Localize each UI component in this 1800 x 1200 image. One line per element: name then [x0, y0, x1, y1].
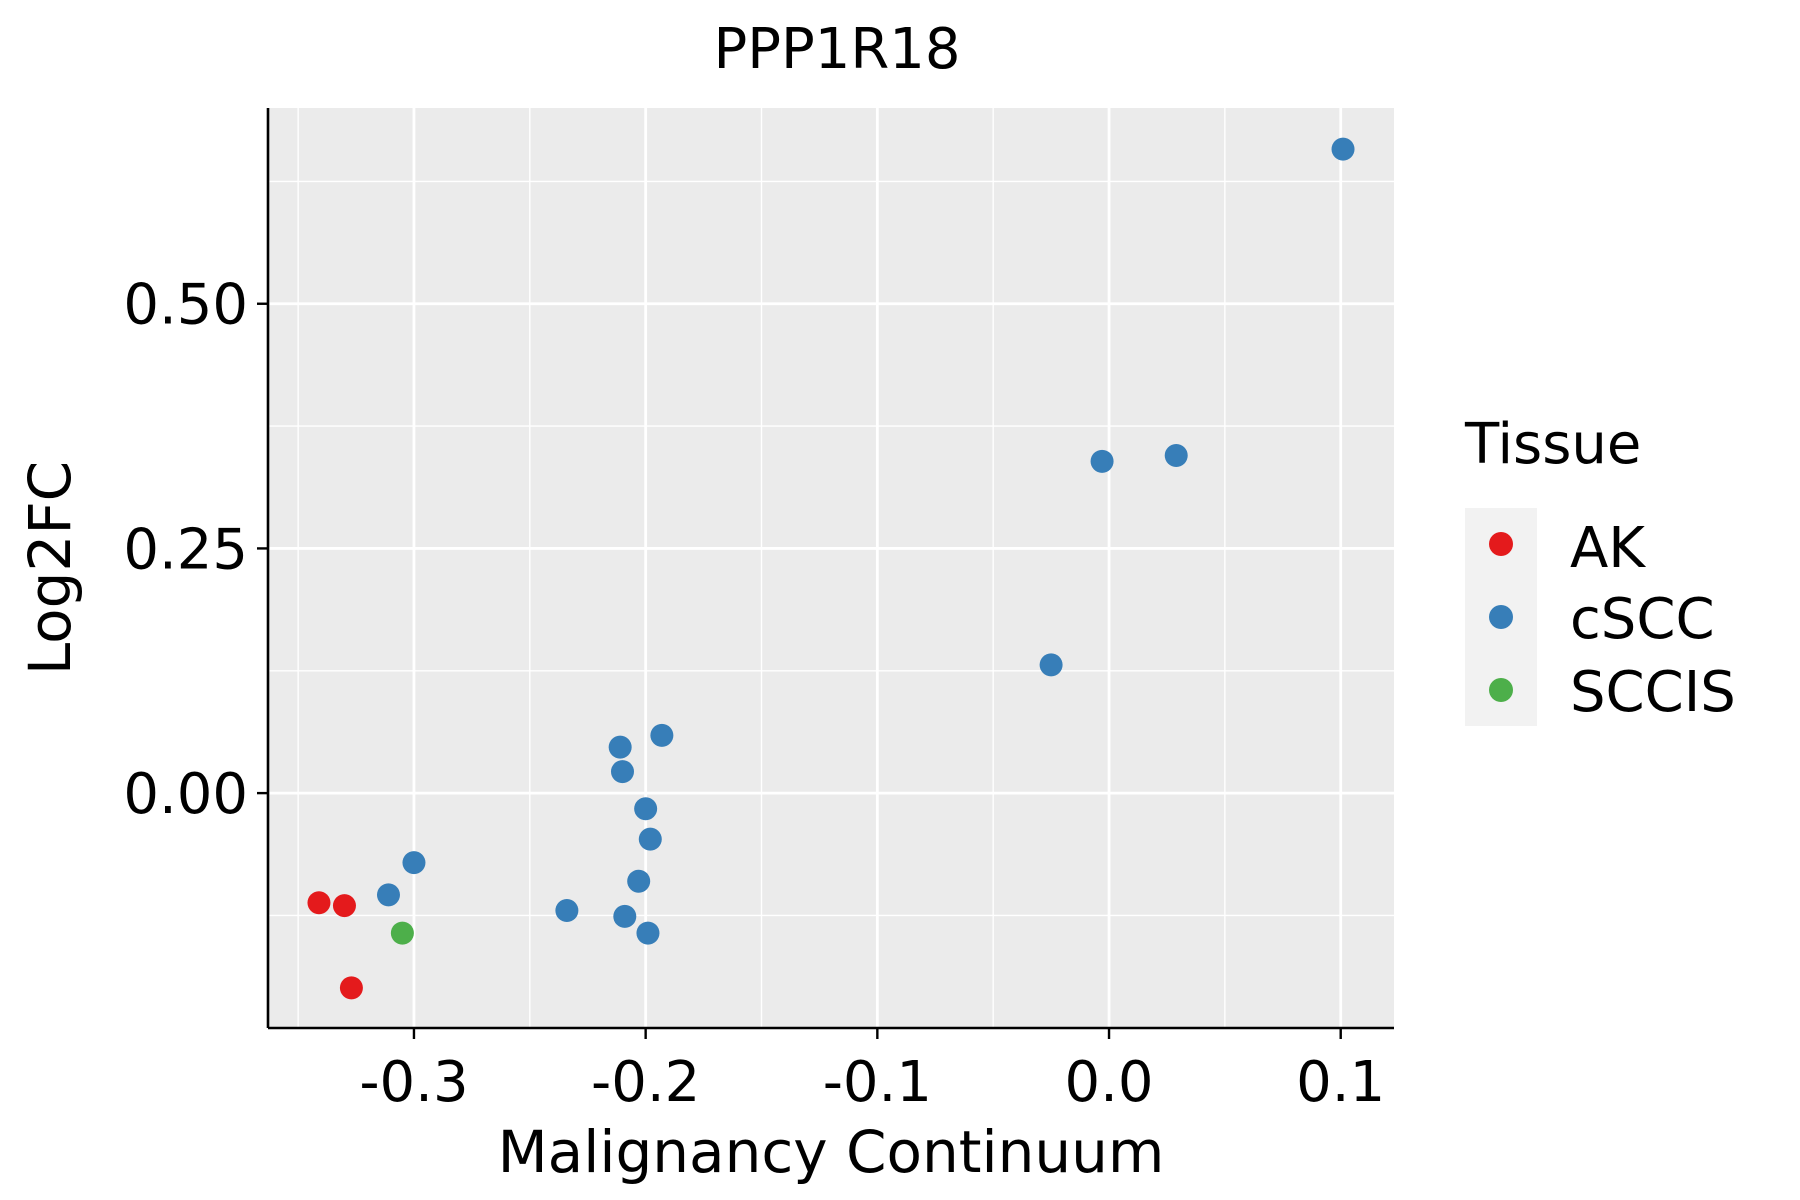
data-points — [307, 137, 1355, 1000]
y-axis-ticks: 0.00 0.25 0.50 — [123, 273, 268, 827]
legend-swatch-ak — [1489, 532, 1513, 556]
y-tick-label: 0.25 — [123, 517, 248, 582]
data-point-cscc — [613, 904, 637, 928]
y-tick-label: 0.00 — [123, 762, 248, 827]
data-point-cscc — [1039, 653, 1063, 677]
data-point-cscc — [627, 869, 651, 893]
legend: Tissue AK cSCC SCCIS — [1464, 412, 1736, 726]
x-axis-ticks: -0.3 -0.2 -0.1 0.0 0.1 — [359, 1028, 1385, 1115]
legend-label-ak: AK — [1570, 516, 1646, 581]
data-point-cscc — [1331, 137, 1355, 161]
x-tick-label: 0.1 — [1296, 1050, 1385, 1115]
x-axis-title: Malignancy Continuum — [498, 1118, 1165, 1186]
legend-label-cscc: cSCC — [1570, 587, 1715, 652]
minor-gridlines — [268, 108, 1394, 1028]
data-point-ak — [339, 976, 363, 1000]
x-tick-label: -0.1 — [823, 1050, 932, 1115]
legend-item-sccis: SCCIS — [1489, 660, 1736, 725]
x-tick-label: -0.2 — [591, 1050, 700, 1115]
data-point-cscc — [608, 735, 632, 759]
chart-title: PPP1R18 — [713, 17, 960, 82]
data-point-cscc — [650, 723, 674, 747]
legend-swatch-cscc — [1489, 605, 1513, 629]
data-point-cscc — [376, 883, 400, 907]
legend-title: Tissue — [1464, 412, 1641, 477]
y-axis-title: Log2FC — [16, 461, 84, 675]
data-point-ak — [332, 894, 356, 918]
x-tick-label: -0.3 — [359, 1050, 468, 1115]
plot-panel — [268, 108, 1394, 1028]
data-point-cscc — [1090, 449, 1114, 473]
data-point-cscc — [1164, 443, 1188, 467]
data-point-cscc — [610, 760, 634, 784]
data-point-cscc — [636, 921, 660, 945]
y-tick-label: 0.50 — [123, 273, 248, 338]
data-point-cscc — [638, 827, 662, 851]
data-point-cscc — [402, 851, 426, 875]
legend-item-ak: AK — [1489, 516, 1646, 581]
data-point-cscc — [555, 899, 579, 923]
data-point-sccis — [390, 921, 414, 945]
legend-label-sccis: SCCIS — [1570, 660, 1736, 725]
x-tick-label: 0.0 — [1064, 1050, 1153, 1115]
data-point-cscc — [634, 797, 658, 821]
data-point-ak — [307, 891, 331, 915]
legend-item-cscc: cSCC — [1489, 587, 1715, 652]
legend-swatch-sccis — [1489, 678, 1513, 702]
